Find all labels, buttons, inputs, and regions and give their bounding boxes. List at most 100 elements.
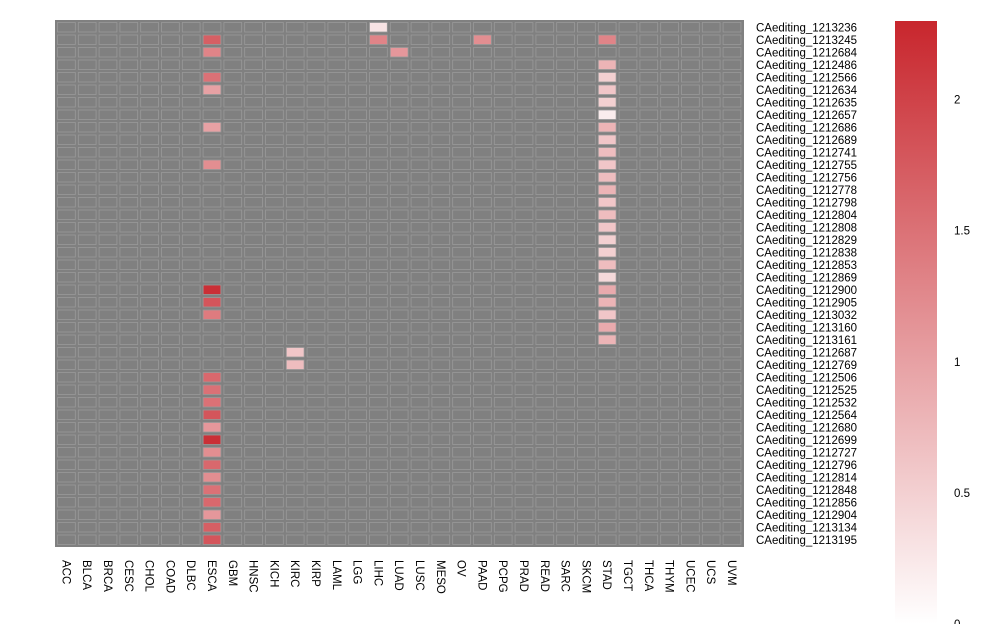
heatmap-cell: [473, 334, 492, 345]
heatmap-cell: [140, 209, 159, 220]
heatmap-cell: [535, 447, 555, 458]
heatmap-cell: [369, 372, 388, 383]
heatmap-cell: [244, 497, 263, 508]
heatmap-cell: [57, 122, 76, 133]
heatmap-cell: [119, 97, 139, 108]
heatmap-cell: [389, 172, 409, 183]
heatmap-cell: [348, 184, 367, 195]
heatmap-cell: [161, 34, 180, 45]
heatmap-cell: [140, 147, 159, 158]
heatmap-cell: [618, 447, 638, 458]
heatmap-cell: [452, 197, 471, 208]
heatmap-cell: [369, 509, 388, 520]
heatmap-cell: [722, 447, 742, 458]
heatmap-cell: [597, 197, 617, 208]
heatmap-cell: [660, 334, 679, 345]
heatmap-cell: [577, 84, 596, 95]
heatmap-cell: [306, 197, 326, 208]
heatmap-cell: [514, 347, 534, 358]
heatmap-cell: [98, 359, 118, 370]
row-label: CAediting_1212564: [756, 410, 858, 422]
heatmap-cell: [639, 534, 659, 545]
heatmap-cell: [597, 259, 617, 270]
heatmap-cell: [77, 134, 97, 145]
heatmap-cell: [57, 97, 76, 108]
heatmap-cell: [98, 222, 118, 233]
heatmap-cell: [681, 434, 700, 445]
heatmap-cell: [265, 359, 284, 370]
heatmap-cell: [265, 197, 284, 208]
heatmap-cell: [681, 359, 700, 370]
heatmap-cell: [639, 34, 659, 45]
heatmap-cell: [577, 22, 596, 33]
heatmap-cell: [452, 309, 471, 320]
heatmap-cell: [493, 209, 513, 220]
heatmap-cell: [306, 409, 326, 420]
heatmap-cell: [556, 97, 575, 108]
heatmap-cell: [701, 447, 721, 458]
heatmap-cell: [514, 147, 534, 158]
heatmap-cell: [493, 184, 513, 195]
heatmap-cell: [577, 397, 596, 408]
heatmap-cell: [577, 272, 596, 283]
heatmap-cell: [577, 459, 596, 470]
heatmap-cell: [493, 522, 513, 533]
heatmap-cell: [327, 72, 347, 83]
heatmap-cell: [701, 34, 721, 45]
heatmap-cell: [431, 497, 451, 508]
heatmap-cell: [161, 397, 180, 408]
heatmap-cell: [535, 259, 555, 270]
heatmap-cell: [202, 59, 222, 70]
heatmap-cell: [493, 372, 513, 383]
heatmap-cell: [473, 59, 492, 70]
heatmap-cell: [452, 334, 471, 345]
heatmap-cell: [348, 159, 367, 170]
row-label: CAediting_1212848: [756, 485, 857, 497]
heatmap-cell: [223, 122, 243, 133]
heatmap-cell: [140, 22, 159, 33]
heatmap-cell: [389, 347, 409, 358]
heatmap-cell: [57, 434, 76, 445]
heatmap-cell: [577, 297, 596, 308]
heatmap-cell: [493, 284, 513, 295]
heatmap-cell: [77, 34, 97, 45]
heatmap-cell: [77, 434, 97, 445]
heatmap-cell: [348, 47, 367, 58]
heatmap-cell: [452, 222, 471, 233]
heatmap-cell: [597, 309, 617, 320]
heatmap-cell: [306, 284, 326, 295]
heatmap-cell: [660, 222, 679, 233]
heatmap-cell: [348, 134, 367, 145]
heatmap-cell: [597, 34, 617, 45]
column-label: PCPG: [496, 560, 508, 593]
heatmap-cell: [77, 334, 97, 345]
heatmap-cell: [556, 372, 575, 383]
heatmap-cell: [306, 134, 326, 145]
heatmap-cell: [244, 147, 263, 158]
heatmap-cell: [514, 247, 534, 258]
heatmap-cell: [369, 309, 388, 320]
heatmap-cell: [514, 297, 534, 308]
heatmap-cell: [410, 47, 430, 58]
heatmap-cell: [556, 209, 575, 220]
heatmap-cell: [119, 459, 139, 470]
heatmap-cell: [98, 109, 118, 120]
row-label: CAediting_1212699: [756, 435, 857, 447]
heatmap-cell: [327, 522, 347, 533]
heatmap-cell: [389, 472, 409, 483]
column-label: KICH: [267, 560, 279, 587]
heatmap-cell: [369, 122, 388, 133]
heatmap-cell: [535, 109, 555, 120]
heatmap-cell: [327, 422, 347, 433]
heatmap-cell: [452, 184, 471, 195]
heatmap-cell: [119, 522, 139, 533]
heatmap-cell: [701, 534, 721, 545]
heatmap-cell: [535, 497, 555, 508]
heatmap-cell: [493, 84, 513, 95]
row-label: CAediting_1212727: [756, 447, 857, 459]
heatmap-cell: [202, 197, 222, 208]
heatmap-cell: [556, 72, 575, 83]
heatmap-cell: [452, 472, 471, 483]
heatmap-cell: [577, 422, 596, 433]
heatmap-cell: [244, 359, 263, 370]
